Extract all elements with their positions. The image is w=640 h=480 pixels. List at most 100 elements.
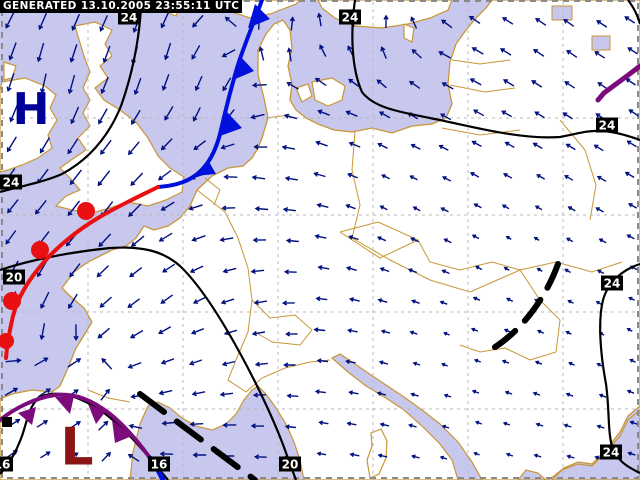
wind-arrow — [534, 17, 547, 26]
wind-arrow — [221, 205, 236, 211]
cold-front-line — [156, 0, 264, 189]
wind-arrow — [566, 454, 575, 459]
adriatic — [330, 353, 483, 480]
wind-arrow — [532, 391, 541, 396]
wind-arrow — [595, 207, 604, 213]
wind-arrow — [378, 111, 391, 119]
wind-arrow — [443, 393, 452, 398]
wind-arrow — [503, 266, 510, 271]
wind-arrow — [189, 421, 204, 427]
wind-arrow — [286, 393, 299, 399]
occluded-front-line — [595, 63, 640, 103]
wind-arrow — [4, 387, 19, 397]
wind-arrow — [627, 451, 636, 456]
wind-arrow — [501, 110, 513, 118]
wind-arrow — [596, 20, 608, 28]
wind-arrow — [9, 104, 19, 123]
isobar-label-value: 24 — [121, 11, 138, 25]
wind-arrow — [627, 47, 638, 55]
country-border — [519, 269, 561, 353]
wind-arrow — [36, 420, 49, 428]
wind-arrow — [39, 323, 46, 341]
wind-arrow — [565, 392, 574, 397]
wind-arrow — [160, 138, 173, 151]
wind-arrow — [127, 298, 141, 309]
isobar-label-box — [2, 417, 12, 427]
wind-arrow — [471, 140, 482, 148]
wind-arrow — [471, 389, 480, 394]
wind-arrow — [441, 362, 448, 367]
wind-arrow — [471, 234, 480, 240]
low-pressure-symbol: L — [60, 418, 93, 478]
wind-arrow — [96, 265, 109, 278]
wind-arrow — [127, 141, 140, 156]
wind-arrow — [439, 300, 448, 305]
wind-arrow — [254, 361, 268, 367]
wind-arrow — [131, 109, 141, 126]
wind-arrow — [127, 453, 140, 462]
black-sea — [551, 409, 640, 480]
wind-arrow — [315, 296, 328, 302]
wind-arrow — [282, 207, 296, 213]
high-pressure-symbol: H — [13, 84, 50, 135]
wind-arrow — [192, 14, 204, 28]
wind-arrow — [221, 48, 236, 58]
wind-arrow — [34, 199, 47, 215]
cold-front-triangle — [248, 4, 270, 28]
wind-arrow — [563, 18, 575, 27]
wind-arrow — [411, 299, 420, 304]
wind-arrow — [564, 268, 571, 274]
wind-arrow — [502, 79, 515, 87]
wind-arrow — [100, 388, 110, 401]
wind-arrow — [345, 110, 358, 117]
wind-arrow — [250, 113, 265, 120]
wind-arrow — [98, 108, 108, 125]
wind-arrow — [250, 268, 265, 275]
wind-arrow — [345, 266, 357, 271]
occluded-front-triangle — [55, 396, 74, 414]
wind-arrow — [284, 424, 296, 430]
wind-arrow — [222, 77, 232, 92]
wind-arrow — [258, 46, 265, 61]
wind-arrow — [36, 42, 45, 63]
wind-arrow — [97, 170, 111, 187]
wind-arrow — [189, 265, 204, 273]
isobar-label-value: 24 — [342, 11, 359, 25]
wind-arrow — [562, 112, 573, 120]
wind-arrow — [71, 13, 81, 32]
wind-arrow — [191, 235, 206, 242]
wind-arrow — [253, 299, 268, 306]
wind-arrow — [470, 327, 479, 332]
country-border — [351, 237, 521, 293]
wind-arrow — [443, 331, 450, 336]
wind-arrow — [100, 76, 109, 95]
wind-arrow — [316, 12, 323, 27]
lake — [551, 5, 573, 21]
wind-arrow — [534, 111, 545, 119]
wind-arrow — [348, 235, 359, 241]
wind-arrow — [253, 454, 267, 460]
cold-front-triangle — [233, 56, 254, 80]
wind-arrow — [37, 388, 52, 398]
wind-arrow — [597, 82, 608, 90]
wind-arrow — [409, 175, 418, 181]
country-border — [87, 389, 131, 403]
isobar-label-box — [596, 117, 618, 133]
wind-arrow — [130, 172, 144, 186]
wind-arrow — [69, 169, 82, 186]
wind-arrow — [381, 174, 391, 180]
wind-arrow — [99, 296, 112, 308]
warm-front-line — [4, 185, 160, 360]
wind-arrow — [5, 12, 15, 29]
isobar-label-box — [118, 9, 140, 25]
isobar-label-value: 24 — [604, 277, 621, 291]
wind-arrow — [67, 74, 76, 95]
wind-arrow — [411, 48, 422, 59]
wind-arrow — [628, 296, 635, 301]
wind-arrow — [565, 143, 576, 151]
wind-arrow — [348, 141, 361, 148]
wind-arrow — [34, 357, 49, 367]
wind-arrow — [253, 144, 268, 150]
